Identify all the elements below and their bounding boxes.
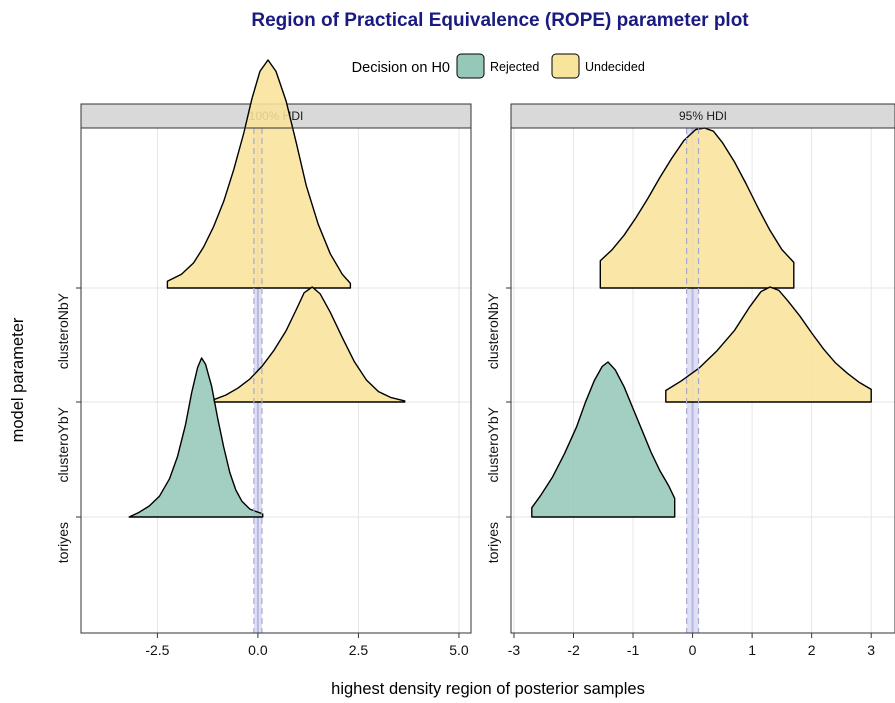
x-tick-label: -2 bbox=[567, 642, 580, 658]
panel-100-hdi: 100% HDI -2.50.02.55.0toriyesclusteroYbY… bbox=[55, 59, 472, 658]
x-axis-title: highest density region of posterior samp… bbox=[331, 680, 645, 698]
x-tick-label: -1 bbox=[627, 642, 640, 658]
panel-border bbox=[510, 127, 895, 634]
y-tick-label: clusteroNbY bbox=[55, 292, 71, 369]
x-tick-label: 0 bbox=[689, 642, 697, 658]
x-tick-label: 2.5 bbox=[349, 642, 369, 658]
density-ridge-clusteroNbY bbox=[166, 59, 352, 289]
y-tick-label: toriyes bbox=[485, 522, 501, 563]
x-tick-label: 5.0 bbox=[449, 642, 469, 658]
y-tick-label: toriyes bbox=[55, 522, 71, 563]
x-tick-label: -2.5 bbox=[145, 642, 169, 658]
legend-swatch-rejected bbox=[456, 53, 485, 79]
y-tick-label: clusteroNbY bbox=[485, 292, 501, 369]
x-tick-label: -3 bbox=[508, 642, 521, 658]
legend-title: Decision on H0 bbox=[352, 60, 450, 76]
panel-strip bbox=[510, 103, 895, 129]
x-tick-label: 3 bbox=[867, 642, 875, 658]
legend-swatch-undecided bbox=[551, 53, 580, 79]
y-axis-title: model parameter bbox=[9, 317, 27, 442]
x-tick-label: 2 bbox=[808, 642, 816, 658]
legend: Decision on H0 Rejected Undecided bbox=[352, 53, 645, 79]
y-tick-label: clusteroYbY bbox=[485, 406, 501, 482]
x-tick-label: 1 bbox=[748, 642, 756, 658]
x-tick-label: 0.0 bbox=[248, 642, 268, 658]
y-tick-label: clusteroYbY bbox=[55, 406, 71, 482]
density-ridge-clusteroYbY bbox=[665, 286, 872, 403]
legend-label-rejected: Rejected bbox=[490, 60, 539, 74]
density-ridge-toriyes bbox=[531, 361, 676, 518]
panel-border bbox=[80, 127, 472, 634]
chart-title: Region of Practical Equivalence (ROPE) p… bbox=[251, 10, 749, 31]
panel-95-hdi: 95% HDI -3 -2 -1 0 1 2 3 toriyes clusteroYbY clus… bbox=[485, 103, 895, 658]
legend-label-undecided: Undecided bbox=[585, 60, 645, 74]
panel-strip-label: 95% HDI bbox=[679, 109, 727, 123]
